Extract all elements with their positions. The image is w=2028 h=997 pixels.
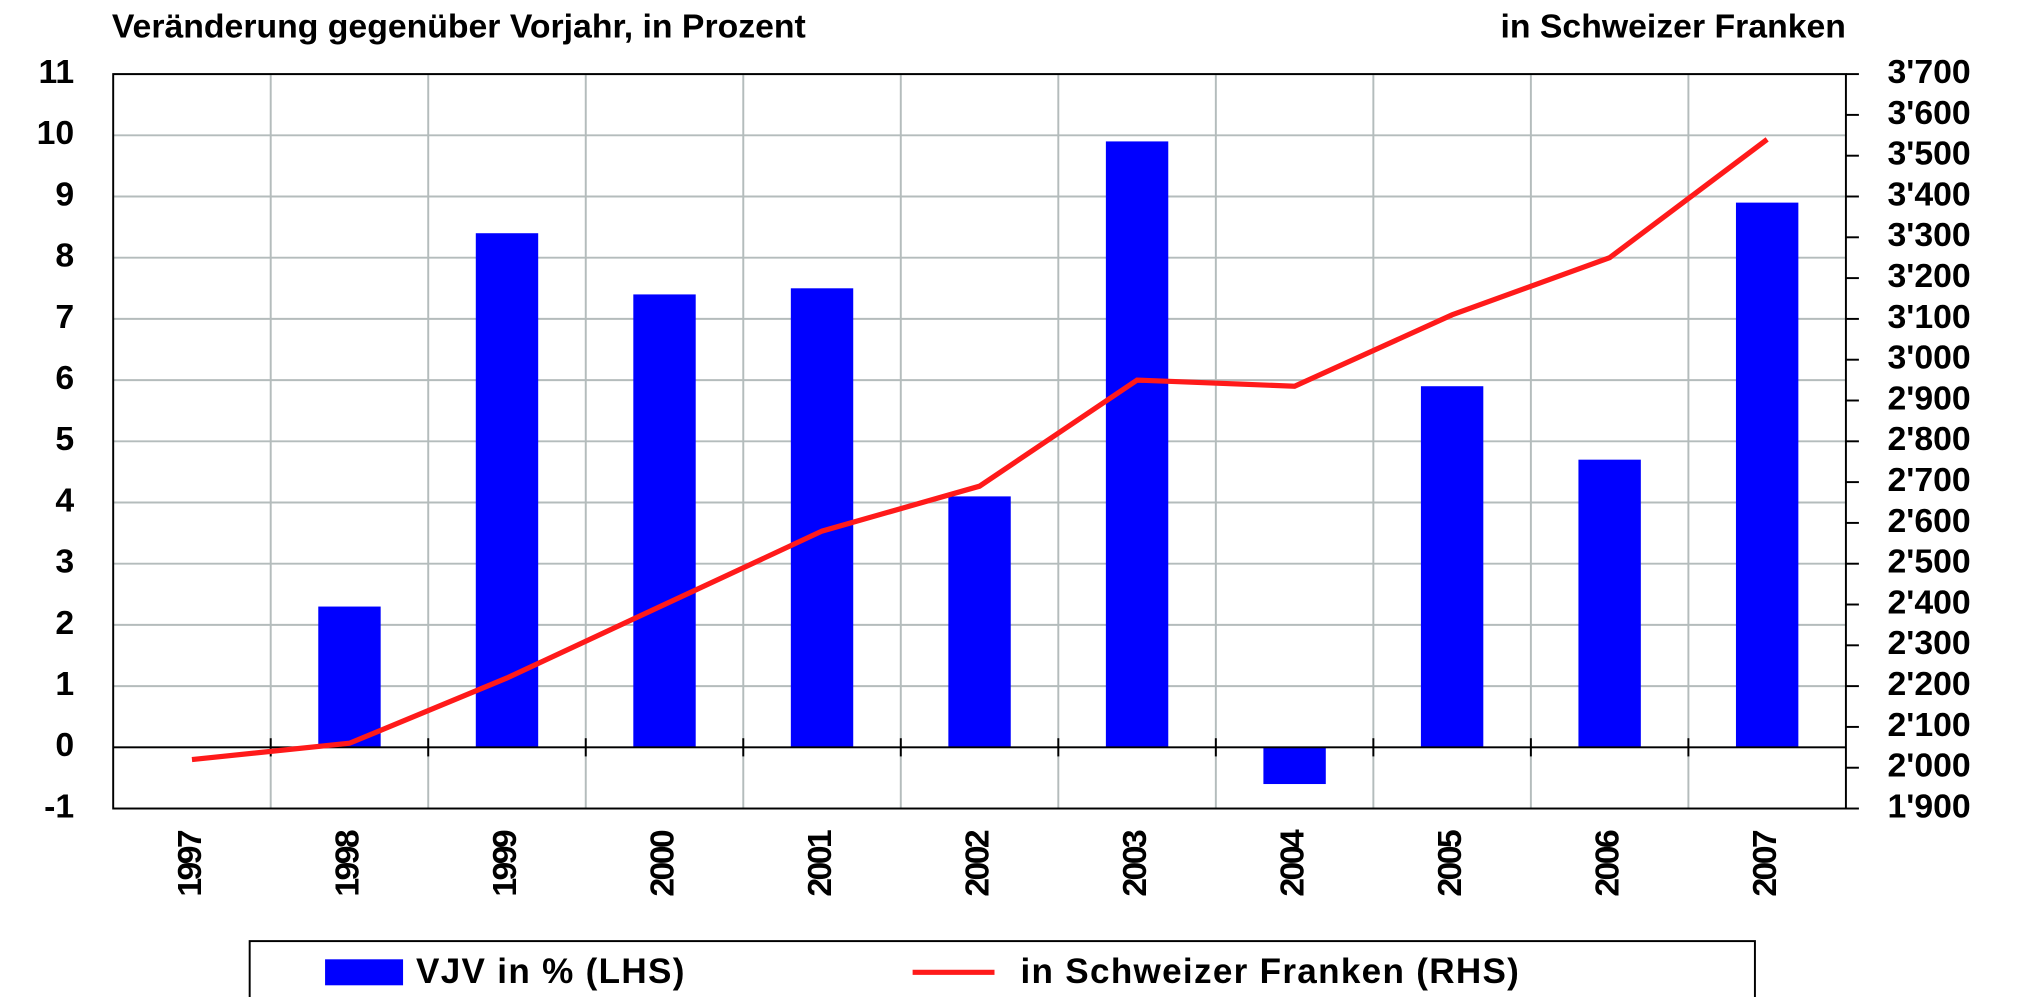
plot-frame xyxy=(112,73,1847,810)
bar xyxy=(318,606,381,748)
y2-tick-label: 2'200 xyxy=(1888,665,1971,703)
y2-tick-label: 3'400 xyxy=(1888,175,1971,213)
y2-tick-label: 2'000 xyxy=(1888,747,1971,785)
y2-tick-label: 2'500 xyxy=(1888,543,1971,581)
bar xyxy=(948,496,1011,748)
x-tick-label: 2004 xyxy=(1274,829,1312,897)
bar xyxy=(1578,459,1641,748)
y2-tick-label: 3'000 xyxy=(1888,339,1971,377)
chart-title: Veränderung gegenüber Vorjahr, in Prozen… xyxy=(112,8,806,46)
legend-box xyxy=(248,940,1756,997)
y-tick-label: 10 xyxy=(37,114,75,152)
y-tick-label: 11 xyxy=(38,53,74,91)
y-tick-label: -1 xyxy=(44,787,74,825)
y-tick-label: 9 xyxy=(55,175,74,213)
y2-tick-label: 3'500 xyxy=(1888,135,1971,173)
y-tick-label: 4 xyxy=(55,481,74,519)
y-tick-label: 7 xyxy=(55,298,74,336)
x-tick-label: 2000 xyxy=(643,830,681,897)
y2-tick-label: 2'800 xyxy=(1888,420,1971,458)
y2-tick-label: 2'100 xyxy=(1888,706,1971,744)
y2-tick-label: 3'700 xyxy=(1888,53,1971,91)
y-tick-label: 6 xyxy=(55,359,74,397)
legend-label: VJV in % (LHS) xyxy=(416,952,686,991)
y-tick-label: 8 xyxy=(55,237,74,275)
line-series xyxy=(191,137,1769,763)
bar xyxy=(633,294,696,748)
x-tick-label: 2007 xyxy=(1746,830,1784,897)
bar xyxy=(790,288,854,748)
x-tick-label: 1999 xyxy=(486,830,524,897)
legend-label: in Schweizer Franken (RHS) xyxy=(1020,952,1520,991)
bar xyxy=(1263,747,1326,785)
y-tick-label: 5 xyxy=(55,420,74,458)
y2-tick-label: 2'400 xyxy=(1888,583,1971,621)
y2-tick-label: 3'300 xyxy=(1888,216,1971,254)
bar xyxy=(1735,202,1799,748)
y2-tick-label: 2'600 xyxy=(1888,502,1971,540)
x-tick-label: 2001 xyxy=(801,830,839,897)
x-tick-label: 1998 xyxy=(328,830,366,897)
x-tick-label: 2005 xyxy=(1431,830,1469,897)
x-tick-label: 2003 xyxy=(1116,830,1154,897)
x-tick-label: 2006 xyxy=(1589,830,1627,897)
y2-tick-label: 2'300 xyxy=(1888,624,1971,662)
x-tick-label: 1997 xyxy=(171,830,209,897)
y2-tick-label: 2'900 xyxy=(1888,379,1971,417)
y2-axis-title: in Schweizer Franken xyxy=(1500,8,1845,46)
bar xyxy=(1105,141,1169,748)
y-tick-label: 3 xyxy=(55,543,74,581)
x-tick-label: 2002 xyxy=(958,830,996,897)
y2-tick-label: 3'600 xyxy=(1888,94,1971,132)
y-tick-label: 2 xyxy=(55,604,74,642)
bar xyxy=(1420,386,1484,748)
y2-tick-label: 2'700 xyxy=(1888,461,1971,499)
bar xyxy=(475,233,539,748)
y2-tick-label: 3'200 xyxy=(1888,257,1971,295)
legend-swatch-bar xyxy=(325,959,404,986)
y2-tick-label: 3'100 xyxy=(1888,298,1971,336)
y-tick-label: 1 xyxy=(55,665,74,703)
y2-tick-label: 1'900 xyxy=(1888,787,1971,825)
y-tick-label: 0 xyxy=(55,726,74,764)
